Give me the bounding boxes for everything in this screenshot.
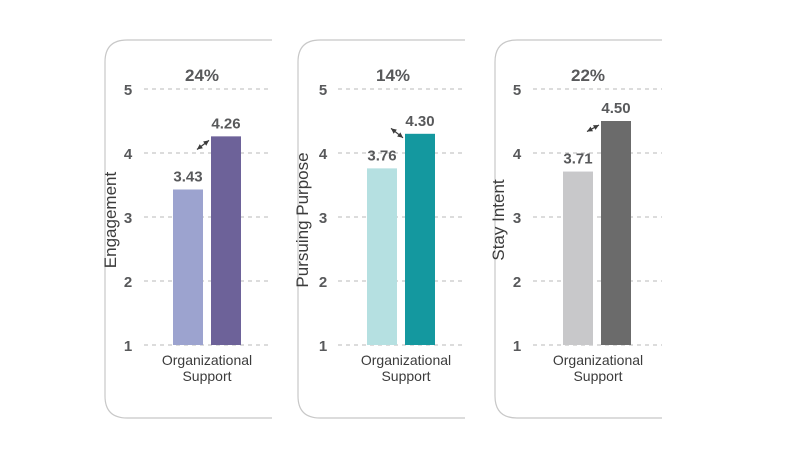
- x-axis-label: Support: [182, 368, 231, 384]
- panel-frame: [494, 39, 662, 419]
- y-tick-label: 2: [513, 274, 521, 291]
- panel-frame: [104, 39, 272, 419]
- y-tick-label: 2: [124, 274, 132, 291]
- percent-increase-label: 24%: [185, 66, 219, 85]
- arrowhead: [593, 125, 599, 130]
- y-axis-label: Engagement: [101, 172, 120, 269]
- bar: [563, 171, 593, 345]
- y-tick-label: 4: [319, 146, 328, 163]
- y-tick-label: 1: [513, 338, 521, 355]
- bar: [173, 189, 203, 345]
- y-tick-label: 5: [319, 82, 327, 99]
- bar-value-label: 4.26: [211, 115, 240, 132]
- y-tick-label: 4: [124, 146, 133, 163]
- bar: [601, 121, 631, 345]
- arrowhead: [197, 144, 203, 150]
- arrowhead: [587, 126, 593, 132]
- y-axis-label: Stay Intent: [489, 179, 508, 261]
- y-tick-label: 5: [513, 82, 521, 99]
- bar-value-label: 4.50: [601, 100, 630, 117]
- bar-value-label: 4.30: [405, 113, 434, 130]
- bar: [405, 133, 435, 345]
- arrowhead: [391, 128, 397, 134]
- bar: [211, 136, 241, 345]
- y-tick-label: 1: [319, 338, 327, 355]
- arrowhead: [397, 132, 403, 138]
- x-axis-label: Organizational: [361, 352, 451, 368]
- bar-value-label: 3.43: [173, 168, 202, 185]
- arrowhead: [203, 140, 209, 146]
- x-axis-label: Organizational: [553, 352, 643, 368]
- percent-increase-label: 14%: [376, 66, 410, 85]
- y-tick-label: 3: [319, 210, 327, 227]
- y-tick-label: 3: [124, 210, 132, 227]
- bar-value-label: 3.76: [367, 147, 396, 164]
- y-tick-label: 2: [319, 274, 327, 291]
- x-axis-label: Organizational: [162, 352, 252, 368]
- x-axis-label: Support: [381, 368, 430, 384]
- bar: [367, 168, 397, 345]
- panel-frame: [297, 39, 465, 419]
- y-axis-label: Pursuing Purpose: [293, 152, 312, 287]
- percent-increase-label: 22%: [571, 66, 605, 85]
- x-axis-label: Support: [573, 368, 622, 384]
- y-tick-label: 4: [513, 146, 522, 163]
- y-tick-label: 5: [124, 82, 132, 99]
- y-tick-label: 1: [124, 338, 132, 355]
- bar-value-label: 3.71: [563, 151, 592, 168]
- y-tick-label: 3: [513, 210, 521, 227]
